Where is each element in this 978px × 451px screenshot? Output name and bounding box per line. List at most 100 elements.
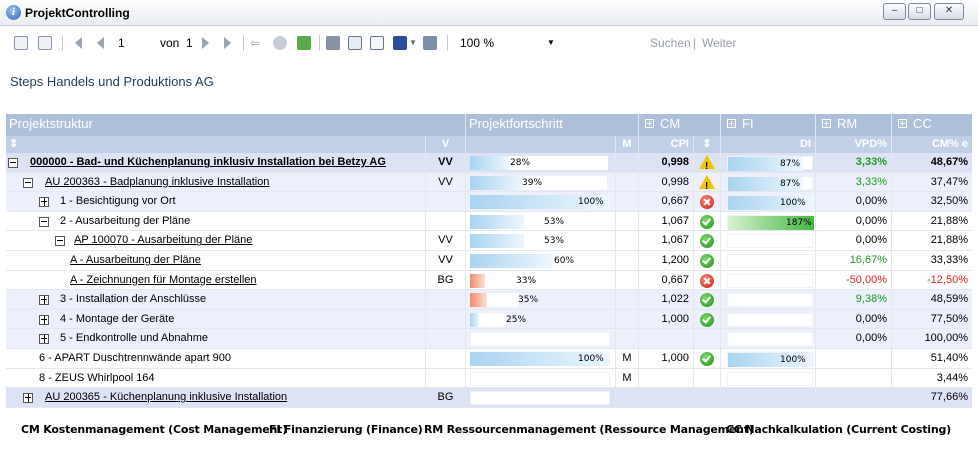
collapse-icon[interactable] — [23, 177, 33, 188]
struct-sort-icon[interactable]: ⇕ — [6, 136, 426, 153]
table-row[interactable]: 3 - Installation der Anschlüsse 35% 1,022 9… — [6, 290, 972, 310]
row-name[interactable]: A - Ausarbeitung der Pläne — [70, 251, 426, 270]
table-row[interactable]: 6 - APART Duschtrennwände apart 900 100% M… — [6, 349, 972, 369]
row-v: VV — [426, 231, 466, 250]
table-row[interactable]: A - Zeichnungen für Montage erstellen BG 3… — [6, 270, 972, 291]
row-name[interactable]: 8 - ZEUS Whirlpool 164 — [39, 368, 426, 388]
status-ok-icon — [700, 352, 714, 366]
minimize-button[interactable]: – — [883, 3, 906, 20]
table-row[interactable]: 1 - Besichtigung vor Ort 100% 0,667 100% 0,0… — [6, 192, 972, 212]
expand-icon[interactable] — [39, 334, 49, 345]
di-label: 100% — [780, 355, 806, 365]
warning-icon — [699, 155, 715, 172]
table-row[interactable]: AU 200365 - Küchenplanung inklusive Inst… — [6, 388, 972, 408]
row-name[interactable]: 6 - APART Duschtrennwände apart 900 — [39, 349, 426, 368]
print-layout-icon[interactable] — [348, 36, 362, 50]
expand-icon[interactable] — [39, 295, 49, 306]
row-name[interactable]: AU 200365 - Küchenplanung inklusive Inst… — [45, 388, 426, 407]
row-v: VV — [426, 172, 466, 192]
di-cell — [721, 388, 816, 407]
page-setup-icon[interactable] — [370, 36, 384, 50]
company-title: Steps Handels und Produktions AG — [10, 74, 214, 89]
col-group-rm[interactable]: RM — [816, 114, 892, 136]
row-m: M — [616, 368, 639, 388]
row-v: BG — [426, 270, 466, 290]
print-icon[interactable] — [326, 36, 340, 50]
col-v[interactable]: V — [426, 136, 466, 153]
save-export-icon[interactable] — [393, 36, 407, 50]
table-row[interactable]: 4 - Montage der Geräte 25% 1,000 0,00% 77,50… — [6, 309, 972, 330]
row-cc: 77,50% — [930, 312, 968, 325]
zoom-select[interactable]: 100 % — [460, 36, 495, 50]
close-button[interactable]: ✕ — [934, 3, 964, 20]
progress-label: 39% — [522, 177, 543, 188]
row-name[interactable]: 2 - Ausarbeitung der Pläne — [60, 211, 426, 231]
row-m — [616, 309, 639, 329]
progress-fill — [470, 352, 610, 366]
table-row[interactable]: AU 200363 - Badplanung inklusive Install… — [6, 172, 972, 193]
row-m: M — [616, 349, 639, 368]
maximize-button[interactable]: □ — [908, 3, 931, 20]
stop-icon[interactable] — [273, 36, 287, 50]
progress-bar: 28% — [470, 156, 608, 170]
table-row[interactable]: 000000 - Bad- und Küchenplanung inklusiv… — [6, 153, 972, 173]
last-page-icon[interactable] — [221, 36, 235, 50]
parameters-icon[interactable] — [38, 36, 52, 50]
table-row[interactable]: 2 - Ausarbeitung der Pläne 53% 1,067 187% 0,… — [6, 211, 972, 232]
row-name[interactable]: 1 - Besichtigung vor Ort — [60, 192, 426, 211]
col-projektfortschritt[interactable]: Projektfortschritt — [466, 114, 639, 136]
row-name[interactable]: 000000 - Bad- und Küchenplanung inklusiv… — [30, 153, 426, 172]
col-cm-e[interactable]: CM% e — [931, 138, 968, 150]
previous-page-icon[interactable] — [94, 36, 108, 50]
next-page-icon[interactable] — [199, 36, 213, 50]
email-icon[interactable] — [423, 36, 437, 50]
progress-bar — [470, 391, 610, 406]
di-cell: 187% — [721, 211, 816, 231]
cpi-sort-icon[interactable]: ⇕ — [694, 136, 721, 153]
expand-icon[interactable] — [39, 197, 49, 208]
search-input[interactable]: Suchen — [650, 36, 691, 50]
refresh-icon[interactable] — [297, 36, 311, 50]
di-bar — [727, 332, 813, 347]
export-dropdown-icon[interactable]: ▼ — [409, 38, 417, 47]
col-vpd[interactable]: VPD% — [816, 136, 892, 153]
table-row[interactable]: A - Ausarbeitung der Pläne VV 60% 1,200 16,6… — [6, 251, 972, 271]
row-name[interactable]: 5 - Endkontrolle und Abnahme — [60, 329, 426, 348]
row-name[interactable]: AU 200363 - Badplanung inklusive Install… — [45, 172, 426, 192]
col-cpi[interactable]: CPI — [639, 136, 694, 153]
row-name[interactable]: 3 - Installation der Anschlüsse — [60, 290, 426, 309]
table-row[interactable]: 5 - Endkontrolle und Abnahme 0,00% 100,00% — [6, 329, 972, 349]
row-m — [616, 270, 639, 290]
status-ok-icon — [700, 214, 714, 229]
back-icon[interactable]: ⇦ — [250, 36, 261, 50]
expand-icon[interactable] — [39, 314, 49, 325]
col-group-cm[interactable]: CM — [639, 114, 721, 136]
row-name[interactable]: 4 - Montage der Geräte — [60, 309, 426, 329]
search-next-link[interactable]: Weiter — [702, 36, 737, 50]
app-info-icon: i — [6, 5, 21, 20]
expand-icon[interactable] — [23, 393, 33, 404]
row-cc: 37,47% — [930, 175, 968, 188]
table-row[interactable]: 8 - ZEUS Whirlpool 164 M 3,44% — [6, 368, 972, 389]
col-di[interactable]: DI — [721, 136, 816, 153]
collapse-icon[interactable] — [39, 216, 49, 227]
page-input[interactable]: 1 — [118, 36, 125, 50]
row-vpd — [816, 388, 892, 407]
col-group-cc[interactable]: CC — [892, 114, 972, 136]
progress-fill — [470, 254, 552, 268]
first-page-icon[interactable] — [72, 36, 86, 50]
collapse-icon[interactable] — [8, 158, 18, 168]
cpi-status-cell — [694, 231, 721, 250]
col-group-fi[interactable]: FI — [721, 114, 816, 136]
cpi-status-cell — [694, 153, 721, 172]
table-row[interactable]: AP 100070 - Ausarbeitung der Pläne VV 53% 1… — [6, 231, 972, 251]
zoom-dropdown-icon[interactable]: ▼ — [547, 38, 555, 47]
document-map-icon[interactable] — [14, 36, 28, 50]
col-projektstruktur[interactable]: Projektstruktur — [6, 114, 466, 136]
row-name[interactable]: AP 100070 - Ausarbeitung der Pläne — [74, 231, 426, 250]
collapse-icon[interactable] — [55, 236, 65, 247]
col-m[interactable]: M — [616, 136, 639, 153]
di-cell: 87% — [721, 172, 816, 192]
row-name[interactable]: A - Zeichnungen für Montage erstellen — [70, 270, 426, 290]
cpi-status-cell — [694, 309, 721, 329]
